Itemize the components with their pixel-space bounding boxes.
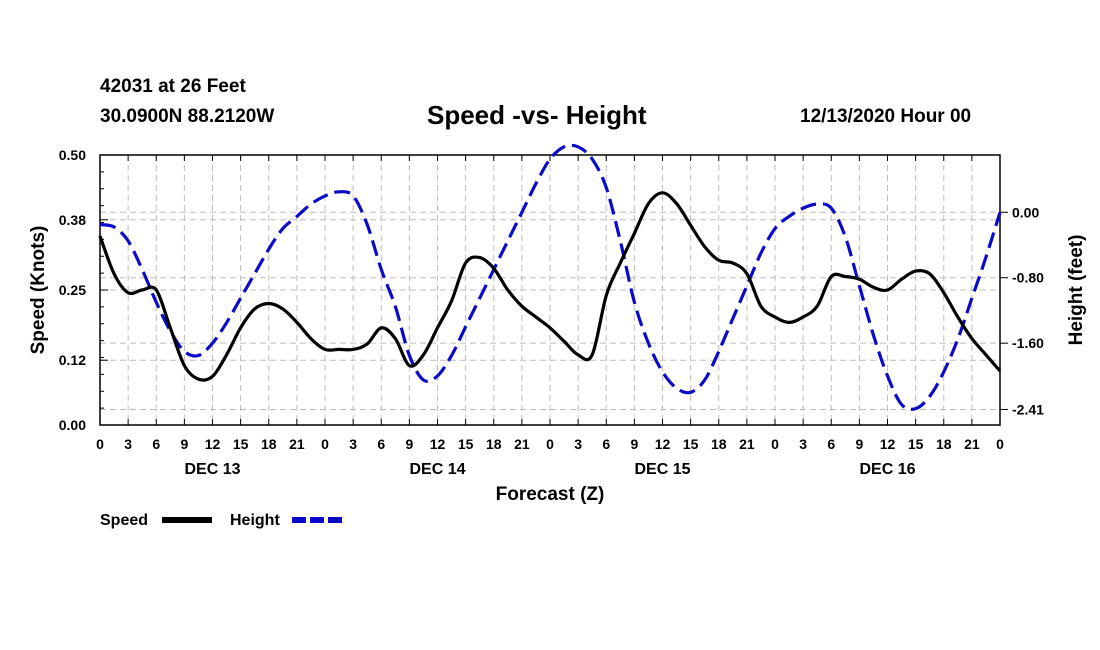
station-label: 42031 at 26 Feet <box>100 76 246 97</box>
x-tick-label: 6 <box>602 436 610 452</box>
day-label: DEC 15 <box>634 461 690 478</box>
y-tick-label: 0.25 <box>59 282 86 298</box>
axis-ticks <box>99 154 1008 426</box>
legend-speed-label: Speed <box>100 512 148 529</box>
x-tick-label: 0 <box>996 436 1004 452</box>
x-tick-label: 9 <box>855 436 863 452</box>
x-tick-label: 6 <box>827 436 835 452</box>
y2-tick-label: -2.41 <box>1012 401 1044 417</box>
x-tick-label: 18 <box>711 436 727 452</box>
x-tick-label: 21 <box>289 436 305 452</box>
x-tick-label: 3 <box>124 436 132 452</box>
y2-tick-label: 0.00 <box>1012 204 1039 220</box>
x-tick-label: 6 <box>152 436 160 452</box>
x-tick-label: 21 <box>514 436 530 452</box>
x-tick-label: 0 <box>546 436 554 452</box>
station-coordinates: 30.0900N 88.2120W <box>100 106 275 127</box>
x-tick-label: 21 <box>739 436 755 452</box>
x-tick-label: 15 <box>683 436 699 452</box>
y-axis-label: Speed (Knots) <box>28 226 49 355</box>
y2-tick-label: -0.80 <box>1012 270 1044 286</box>
day-label: DEC 13 <box>184 461 240 478</box>
x-tick-label: 3 <box>349 436 357 452</box>
x-tick-label: 0 <box>771 436 779 452</box>
x-tick-label: 9 <box>180 436 188 452</box>
legend: Speed Height <box>100 512 342 529</box>
x-tick-label: 0 <box>96 436 104 452</box>
day-label: DEC 16 <box>859 461 915 478</box>
y-tick-label: 0.12 <box>59 352 86 368</box>
x-tick-label: 18 <box>936 436 952 452</box>
day-label: DEC 14 <box>409 461 465 478</box>
x-tick-label: 12 <box>205 436 221 452</box>
x-tick-label: 12 <box>880 436 896 452</box>
x-tick-label: 3 <box>799 436 807 452</box>
x-tick-label: 12 <box>430 436 446 452</box>
x-tick-label: 3 <box>574 436 582 452</box>
x-tick-label: 0 <box>321 436 329 452</box>
y-tick-label: 0.50 <box>59 147 86 163</box>
x-tick-label: 15 <box>458 436 474 452</box>
x-tick-label: 15 <box>233 436 249 452</box>
height-series-line <box>99 143 1002 411</box>
tick-labels: 0 3 6 9 12 15 18 21 0 3 6 9 12 15 18 21 0 3 6 9 12 15 18 21 0 3 6 9… <box>59 147 1044 478</box>
grid <box>100 155 1000 425</box>
legend-height-label: Height <box>230 512 280 529</box>
x-tick-label: 21 <box>964 436 980 452</box>
x-tick-label: 12 <box>655 436 671 452</box>
x-tick-label: 9 <box>630 436 638 452</box>
speed-series-line <box>98 191 1002 382</box>
chart-title: Speed -vs- Height <box>427 100 647 130</box>
y-tick-label: 0.38 <box>59 212 86 228</box>
x-tick-label: 18 <box>261 436 277 452</box>
x-tick-label: 9 <box>405 436 413 452</box>
y-tick-label: 0.00 <box>59 417 86 433</box>
x-axis-label: Forecast (Z) <box>496 484 605 505</box>
x-tick-label: 6 <box>377 436 385 452</box>
y2-tick-label: -1.60 <box>1012 335 1044 351</box>
forecast-date: 12/13/2020 Hour 00 <box>800 106 972 127</box>
x-tick-label: 18 <box>486 436 502 452</box>
y2-axis-label: Height (feet) <box>1066 235 1087 346</box>
x-tick-label: 15 <box>908 436 924 452</box>
